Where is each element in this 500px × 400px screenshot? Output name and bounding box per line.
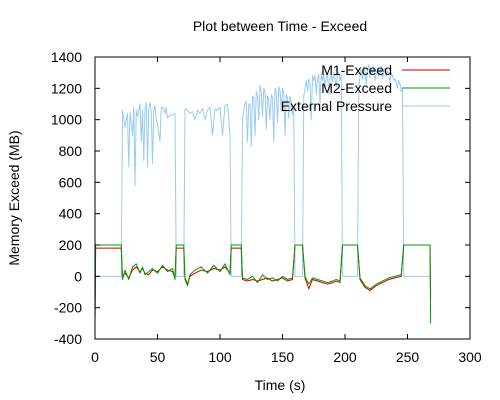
chart-title: Plot between Time - Exceed xyxy=(193,18,367,34)
y-tick-label: 1000 xyxy=(51,112,82,128)
x-tick-label: 250 xyxy=(396,349,420,365)
y-tick-label: -200 xyxy=(54,300,82,316)
y-tick-label: 1200 xyxy=(51,80,82,96)
legend-label: External Pressure xyxy=(281,98,392,114)
x-tick-label: 50 xyxy=(150,349,166,365)
x-tick-label: 150 xyxy=(271,349,295,365)
y-tick-label: 0 xyxy=(74,268,82,284)
x-tick-label: 0 xyxy=(91,349,99,365)
y-tick-label: 200 xyxy=(59,237,83,253)
y-tick-label: -400 xyxy=(54,331,82,347)
series-line-external-pressure xyxy=(95,64,430,277)
y-axis-label: Memory Exceed (MB) xyxy=(6,130,22,265)
x-tick-label: 300 xyxy=(458,349,482,365)
y-tick-label: 800 xyxy=(59,143,83,159)
y-tick-label: 400 xyxy=(59,206,83,222)
y-tick-label: 600 xyxy=(59,174,83,190)
x-axis-label: Time (s) xyxy=(255,377,306,393)
legend-label: M1-Exceed xyxy=(321,62,392,78)
series-line-m1-exceed xyxy=(94,244,432,322)
x-tick-label: 100 xyxy=(208,349,232,365)
legend: M1-Exceed M2-Exceed External Pressure xyxy=(281,62,450,114)
legend-label: M2-Exceed xyxy=(321,80,392,96)
y-tick-label: 1400 xyxy=(51,49,82,65)
x-tick-label: 200 xyxy=(333,349,357,365)
plot-lines xyxy=(94,64,432,324)
axis-ticks: 0 50 100 150 200 250 300 -400 -200 0 200 400 600 800 1… xyxy=(51,49,482,365)
series-line-m2-exceed xyxy=(94,244,432,324)
